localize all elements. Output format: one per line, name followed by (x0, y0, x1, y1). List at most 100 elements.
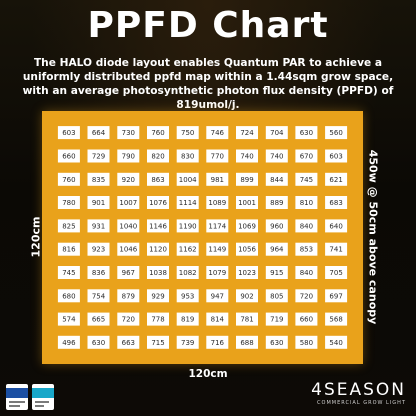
ppfd-cell-box (295, 242, 318, 256)
ppfd-value: 844 (270, 176, 284, 184)
ppfd-value: 730 (122, 129, 135, 137)
ppfd-cell-box (176, 196, 199, 209)
ppfd-cell-box (295, 196, 318, 209)
ppfd-value: 790 (122, 153, 135, 161)
ppfd-cell: 781 (236, 312, 258, 326)
ppfd-cell-box (87, 149, 110, 163)
ppfd-cell: 840 (295, 219, 318, 233)
page-title: PPFD Chart (87, 5, 329, 46)
ppfd-value: 724 (240, 129, 254, 137)
ppfd-cell-box (147, 196, 169, 209)
ppfd-cell: 680 (57, 289, 80, 303)
ppfd-cell-box (206, 126, 229, 140)
brand-tagline: COMMERCIAL GROW LIGHT (317, 400, 406, 406)
ppfd-value: 630 (300, 129, 313, 137)
ppfd-cell: 630 (87, 335, 110, 349)
ppfd-value: 1040 (119, 222, 137, 230)
ppfd-cell-box (176, 126, 199, 140)
ppfd-cell-box (87, 289, 110, 303)
ppfd-cell: 953 (176, 289, 199, 303)
ppfd-cell: 1089 (206, 196, 229, 209)
ppfd-value: 697 (329, 292, 342, 300)
ppfd-cell: 664 (87, 126, 110, 140)
ppfd-cell: 729 (87, 149, 110, 163)
ppfd-value: 923 (92, 246, 105, 254)
ppfd-cell-box (147, 126, 169, 140)
ppfd-cell-box (325, 312, 348, 326)
ppfd-cell: 715 (147, 335, 169, 349)
ppfd-value: 630 (92, 339, 105, 347)
ppfd-cell-box (176, 172, 199, 186)
ppfd-cell-box (87, 126, 110, 140)
ppfd-cell-box (57, 266, 80, 279)
ppfd-cell-box (325, 172, 348, 186)
ppfd-value: 1114 (179, 199, 197, 207)
ppfd-cell: 814 (206, 312, 229, 326)
ppfd-cell-box (206, 242, 229, 256)
ppfd-cell-box (87, 266, 110, 279)
ppfd-cell-box (117, 289, 140, 303)
ppfd-value: 740 (240, 153, 253, 161)
ppfd-cell: 844 (265, 172, 288, 186)
ppfd-value: 1007 (119, 199, 137, 207)
ppfd-cell: 929 (147, 289, 169, 303)
ppfd-value: 1174 (208, 222, 226, 230)
ppfd-value: 720 (122, 316, 135, 324)
samsung-horticulture-badge-icon (6, 384, 28, 410)
ppfd-value: 1149 (208, 246, 226, 254)
ppfd-cell: 967 (117, 266, 140, 279)
ppfd-cell: 1038 (147, 266, 169, 279)
ppfd-cell: 750 (176, 126, 199, 140)
ppfd-cell-box (87, 172, 110, 186)
ppfd-cell: 964 (265, 242, 288, 256)
ppfd-cell: 863 (147, 172, 169, 186)
ppfd-value: 540 (329, 339, 342, 347)
ppfd-value: 683 (329, 199, 342, 207)
ppfd-cell: 1001 (236, 196, 258, 209)
ppfd-cell: 879 (117, 289, 140, 303)
ppfd-cell: 1046 (117, 242, 140, 256)
ppfd-cell-box (295, 126, 318, 140)
ppfd-cell-box (147, 242, 169, 256)
ppfd-cell-box (206, 266, 229, 279)
ppfd-cell-box (147, 149, 169, 163)
ppfd-cell-box (295, 289, 318, 303)
ppfd-cell-box (117, 219, 140, 233)
ppfd-cell: 1069 (236, 219, 258, 233)
ppfd-cell: 1174 (206, 219, 229, 233)
ppfd-cell-box (117, 335, 140, 349)
ppfd-value: 901 (92, 199, 105, 207)
ppfd-cell-box (295, 312, 318, 326)
ppfd-cell: 719 (265, 312, 288, 326)
ppfd-value: 816 (62, 246, 76, 254)
ppfd-cell: 683 (325, 196, 348, 209)
ppfd-cell: 745 (57, 266, 80, 279)
ppfd-cell: 688 (236, 335, 258, 349)
ppfd-cell: 1114 (176, 196, 199, 209)
ppfd-cell-box (206, 335, 229, 349)
ppfd-value: 836 (92, 269, 106, 277)
ppfd-cell-box (117, 196, 140, 209)
ppfd-cell: 830 (176, 149, 199, 163)
ppfd-cell: 705 (325, 266, 348, 279)
ppfd-cell-box (236, 312, 258, 326)
brand-logo: 4SEASON COMMERCIAL GROW LIGHT (311, 380, 406, 407)
ppfd-value: 770 (211, 153, 224, 161)
ppfd-cell: 660 (295, 312, 318, 326)
ppfd-value: 660 (62, 153, 75, 161)
ppfd-cell: 697 (325, 289, 348, 303)
ppfd-value: 1069 (238, 222, 256, 230)
ppfd-cell-box (236, 172, 258, 186)
ppfd-value: 1038 (149, 269, 167, 277)
ppfd-value: 665 (92, 316, 105, 324)
ppfd-cell-box (57, 289, 80, 303)
ppfd-cell: 981 (206, 172, 229, 186)
ppfd-cell-box (325, 289, 348, 303)
ppfd-cell: 1082 (176, 266, 199, 279)
ppfd-cell-box (265, 312, 288, 326)
ppfd-value: 810 (300, 199, 313, 207)
ppfd-value: 621 (329, 176, 342, 184)
ppfd-value: 1190 (179, 222, 197, 230)
ppfd-value: 1056 (238, 246, 256, 254)
ppfd-value: 705 (329, 269, 342, 277)
